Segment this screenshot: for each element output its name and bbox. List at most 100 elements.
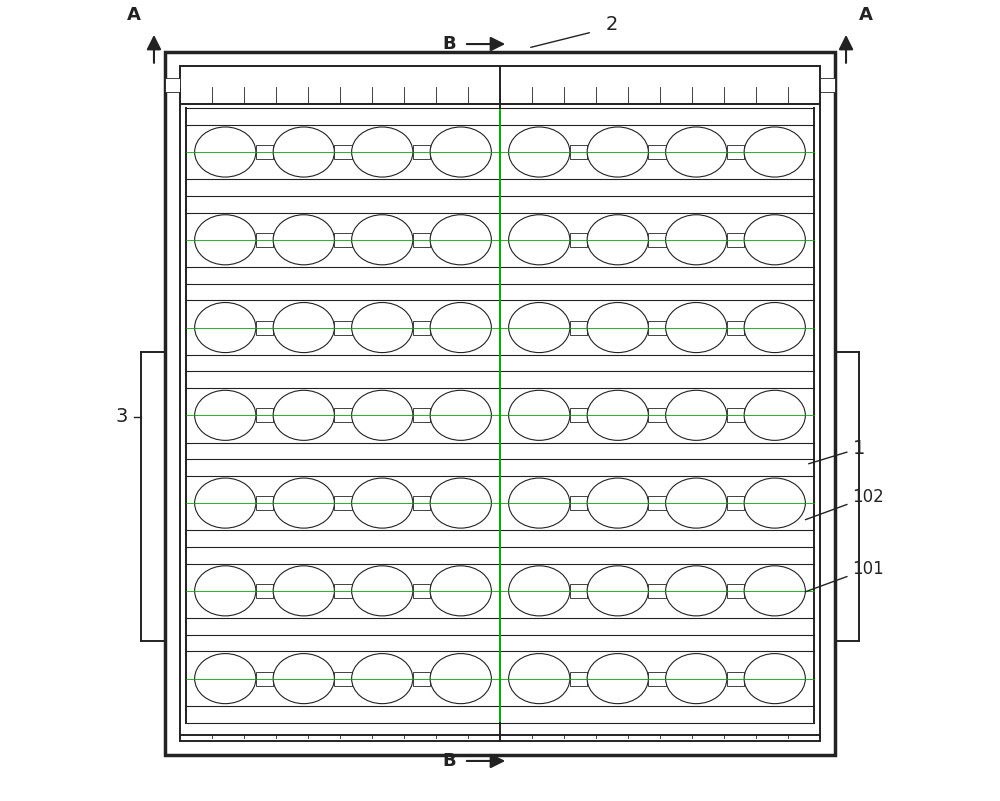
Ellipse shape <box>509 127 570 177</box>
Ellipse shape <box>195 127 256 177</box>
Bar <box>648 671 666 686</box>
Bar <box>256 320 273 335</box>
Bar <box>334 233 352 247</box>
Ellipse shape <box>666 654 727 703</box>
Ellipse shape <box>666 566 727 616</box>
Ellipse shape <box>273 654 334 703</box>
Bar <box>256 584 273 598</box>
Bar <box>165 78 180 92</box>
Text: B: B <box>442 35 456 53</box>
Bar <box>413 496 430 510</box>
Ellipse shape <box>195 390 256 441</box>
Ellipse shape <box>587 127 648 177</box>
Bar <box>413 671 430 686</box>
Text: 101: 101 <box>805 560 884 592</box>
Text: 1: 1 <box>809 439 865 464</box>
Bar <box>648 145 666 159</box>
Text: 102: 102 <box>805 488 884 520</box>
Ellipse shape <box>744 654 805 703</box>
Text: A: A <box>127 6 141 24</box>
Ellipse shape <box>195 566 256 616</box>
Ellipse shape <box>195 654 256 703</box>
Bar <box>256 233 273 247</box>
Bar <box>570 584 587 598</box>
Bar <box>413 145 430 159</box>
Bar <box>648 320 666 335</box>
Ellipse shape <box>666 390 727 441</box>
Bar <box>256 496 273 510</box>
Ellipse shape <box>666 303 727 352</box>
Bar <box>334 584 352 598</box>
Text: B: B <box>442 752 456 770</box>
Bar <box>727 584 744 598</box>
Ellipse shape <box>273 390 334 441</box>
Ellipse shape <box>509 215 570 265</box>
Bar <box>413 320 430 335</box>
Bar <box>727 409 744 422</box>
Bar <box>570 145 587 159</box>
Ellipse shape <box>430 215 491 265</box>
Bar <box>648 496 666 510</box>
Bar <box>334 145 352 159</box>
Bar <box>727 671 744 686</box>
Ellipse shape <box>195 215 256 265</box>
Bar <box>256 409 273 422</box>
Bar <box>413 409 430 422</box>
Ellipse shape <box>352 654 413 703</box>
Ellipse shape <box>509 390 570 441</box>
Ellipse shape <box>744 215 805 265</box>
Ellipse shape <box>587 478 648 528</box>
Ellipse shape <box>744 566 805 616</box>
Ellipse shape <box>744 303 805 352</box>
Ellipse shape <box>666 478 727 528</box>
Ellipse shape <box>587 303 648 352</box>
Ellipse shape <box>352 127 413 177</box>
Ellipse shape <box>587 566 648 616</box>
Ellipse shape <box>430 303 491 352</box>
Bar <box>727 496 744 510</box>
Bar <box>256 145 273 159</box>
Bar <box>570 320 587 335</box>
Ellipse shape <box>666 215 727 265</box>
Ellipse shape <box>744 127 805 177</box>
Ellipse shape <box>273 215 334 265</box>
Text: 2: 2 <box>606 14 618 34</box>
Ellipse shape <box>509 478 570 528</box>
Ellipse shape <box>352 566 413 616</box>
Ellipse shape <box>744 478 805 528</box>
Bar <box>727 233 744 247</box>
Bar <box>256 671 273 686</box>
Ellipse shape <box>509 566 570 616</box>
Ellipse shape <box>587 215 648 265</box>
Bar <box>648 233 666 247</box>
Ellipse shape <box>195 303 256 352</box>
Bar <box>727 320 744 335</box>
Ellipse shape <box>352 303 413 352</box>
Ellipse shape <box>430 390 491 441</box>
Text: A: A <box>859 6 873 24</box>
Ellipse shape <box>587 654 648 703</box>
Bar <box>570 409 587 422</box>
Ellipse shape <box>352 390 413 441</box>
Ellipse shape <box>509 654 570 703</box>
Bar <box>413 584 430 598</box>
Ellipse shape <box>430 127 491 177</box>
Bar <box>570 496 587 510</box>
Ellipse shape <box>430 566 491 616</box>
Ellipse shape <box>352 478 413 528</box>
Ellipse shape <box>744 390 805 441</box>
Ellipse shape <box>430 654 491 703</box>
Bar <box>570 671 587 686</box>
Ellipse shape <box>195 478 256 528</box>
Bar <box>570 233 587 247</box>
Bar <box>820 78 835 92</box>
Bar <box>334 496 352 510</box>
Ellipse shape <box>352 215 413 265</box>
Bar <box>648 584 666 598</box>
Bar <box>334 409 352 422</box>
Ellipse shape <box>587 390 648 441</box>
Bar <box>413 233 430 247</box>
Ellipse shape <box>509 303 570 352</box>
Ellipse shape <box>666 127 727 177</box>
Ellipse shape <box>430 478 491 528</box>
